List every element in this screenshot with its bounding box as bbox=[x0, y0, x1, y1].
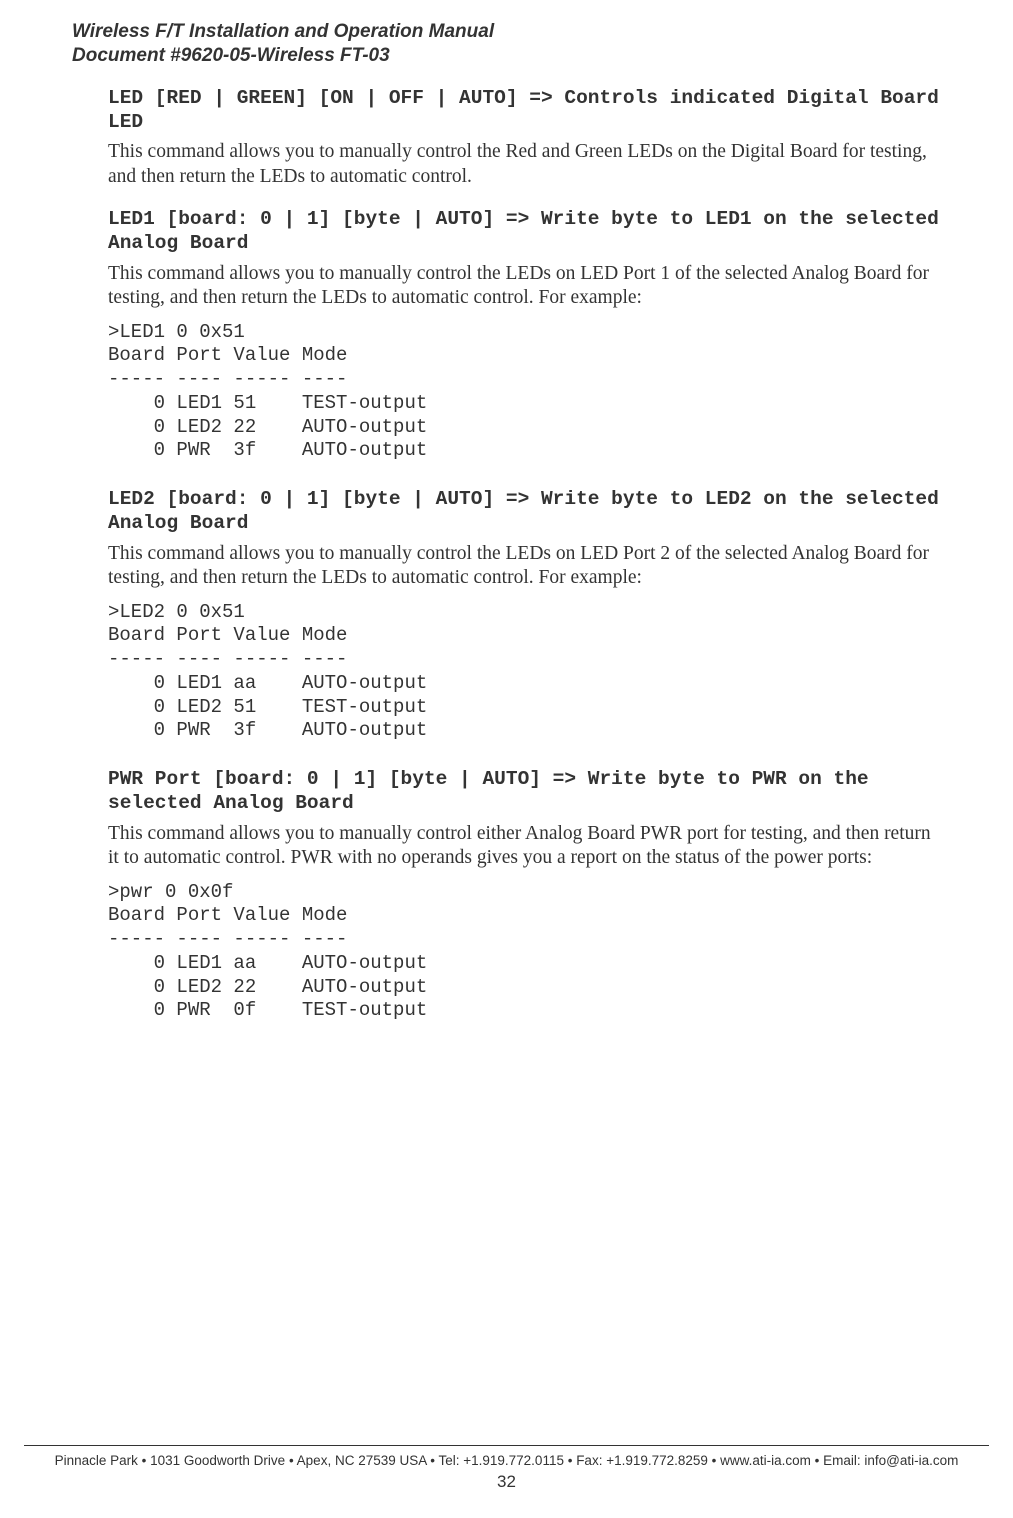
command-heading: PWR Port [board: 0 | 1] [byte | AUTO] =>… bbox=[108, 767, 941, 816]
footer-rule bbox=[24, 1445, 989, 1446]
document-header: Wireless F/T Installation and Operation … bbox=[72, 20, 941, 68]
page-number: 32 bbox=[0, 1472, 1013, 1492]
doc-title-line2: Document #9620-05-Wireless FT-03 bbox=[72, 44, 941, 68]
code-block: >LED1 0 0x51 Board Port Value Mode -----… bbox=[108, 321, 941, 464]
command-heading: LED1 [board: 0 | 1] [byte | AUTO] => Wri… bbox=[108, 207, 941, 256]
content-area: LED [RED | GREEN] [ON | OFF | AUTO] => C… bbox=[72, 86, 941, 1024]
footer-contact-line: Pinnacle Park • 1031 Goodworth Drive • A… bbox=[0, 1452, 1013, 1470]
page: Wireless F/T Installation and Operation … bbox=[0, 0, 1013, 1518]
body-paragraph: This command allows you to manually cont… bbox=[108, 140, 941, 189]
body-paragraph: This command allows you to manually cont… bbox=[108, 262, 941, 311]
doc-title-line1: Wireless F/T Installation and Operation … bbox=[72, 20, 941, 44]
code-block: >LED2 0 0x51 Board Port Value Mode -----… bbox=[108, 601, 941, 744]
code-block: >pwr 0 0x0f Board Port Value Mode ----- … bbox=[108, 881, 941, 1024]
command-heading: LED [RED | GREEN] [ON | OFF | AUTO] => C… bbox=[108, 86, 941, 135]
spacer bbox=[108, 199, 941, 207]
body-paragraph: This command allows you to manually cont… bbox=[108, 822, 941, 871]
body-paragraph: This command allows you to manually cont… bbox=[108, 542, 941, 591]
page-footer: Pinnacle Park • 1031 Goodworth Drive • A… bbox=[0, 1445, 1013, 1492]
command-heading: LED2 [board: 0 | 1] [byte | AUTO] => Wri… bbox=[108, 487, 941, 536]
